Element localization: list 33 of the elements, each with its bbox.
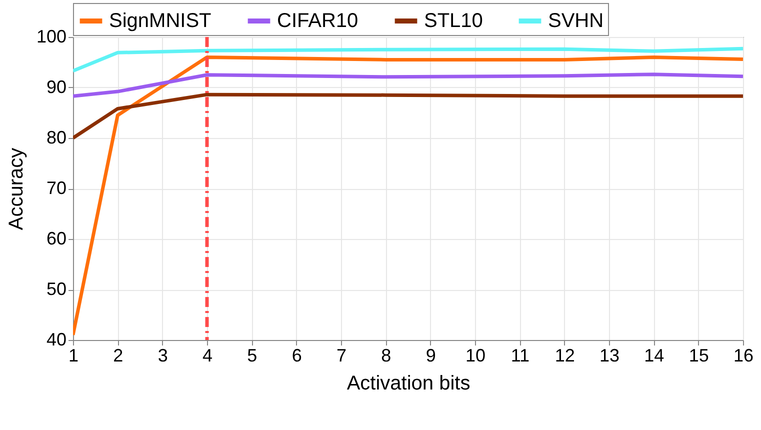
y-tick-label: 80: [46, 128, 66, 148]
x-tick-label: 7: [336, 346, 347, 366]
y-tick-label: 50: [46, 279, 66, 299]
x-tick-label: 16: [733, 346, 754, 366]
x-tick-label: 11: [510, 346, 530, 366]
legend-label: SignMNIST: [109, 10, 212, 32]
x-tick-label: 4: [202, 346, 213, 366]
line-series: [73, 92, 743, 140]
x-tick-label: 8: [381, 346, 392, 366]
legend-label: SVHN: [548, 10, 604, 32]
y-tick-label: 40: [46, 330, 66, 350]
x-tick-label: 15: [688, 346, 709, 366]
x-tick-label: 3: [158, 346, 168, 366]
y-tick-label: 90: [46, 77, 66, 97]
x-tick-label: 13: [599, 346, 620, 366]
y-tick-label: 60: [46, 228, 66, 248]
x-tick-label: 9: [426, 346, 436, 366]
line-series: [73, 46, 743, 73]
y-tick-label: 100: [36, 26, 66, 46]
y-axis-title: Accuracy: [5, 148, 28, 230]
x-tick-label: 5: [247, 346, 258, 366]
x-tick-label: 14: [644, 346, 664, 366]
x-tick-label: 10: [465, 346, 486, 366]
legend-label: CIFAR10: [277, 10, 358, 32]
line-series: [73, 55, 743, 337]
x-tick-label: 6: [292, 346, 302, 366]
x-tick-label: 1: [68, 346, 79, 366]
legend-label: STL10: [424, 10, 483, 32]
x-tick-label: 12: [554, 346, 575, 366]
x-tick-label: 2: [113, 346, 124, 366]
x-axis-title: Activation bits: [346, 372, 470, 394]
y-tick-label: 70: [46, 178, 66, 198]
line-series: [73, 72, 743, 98]
